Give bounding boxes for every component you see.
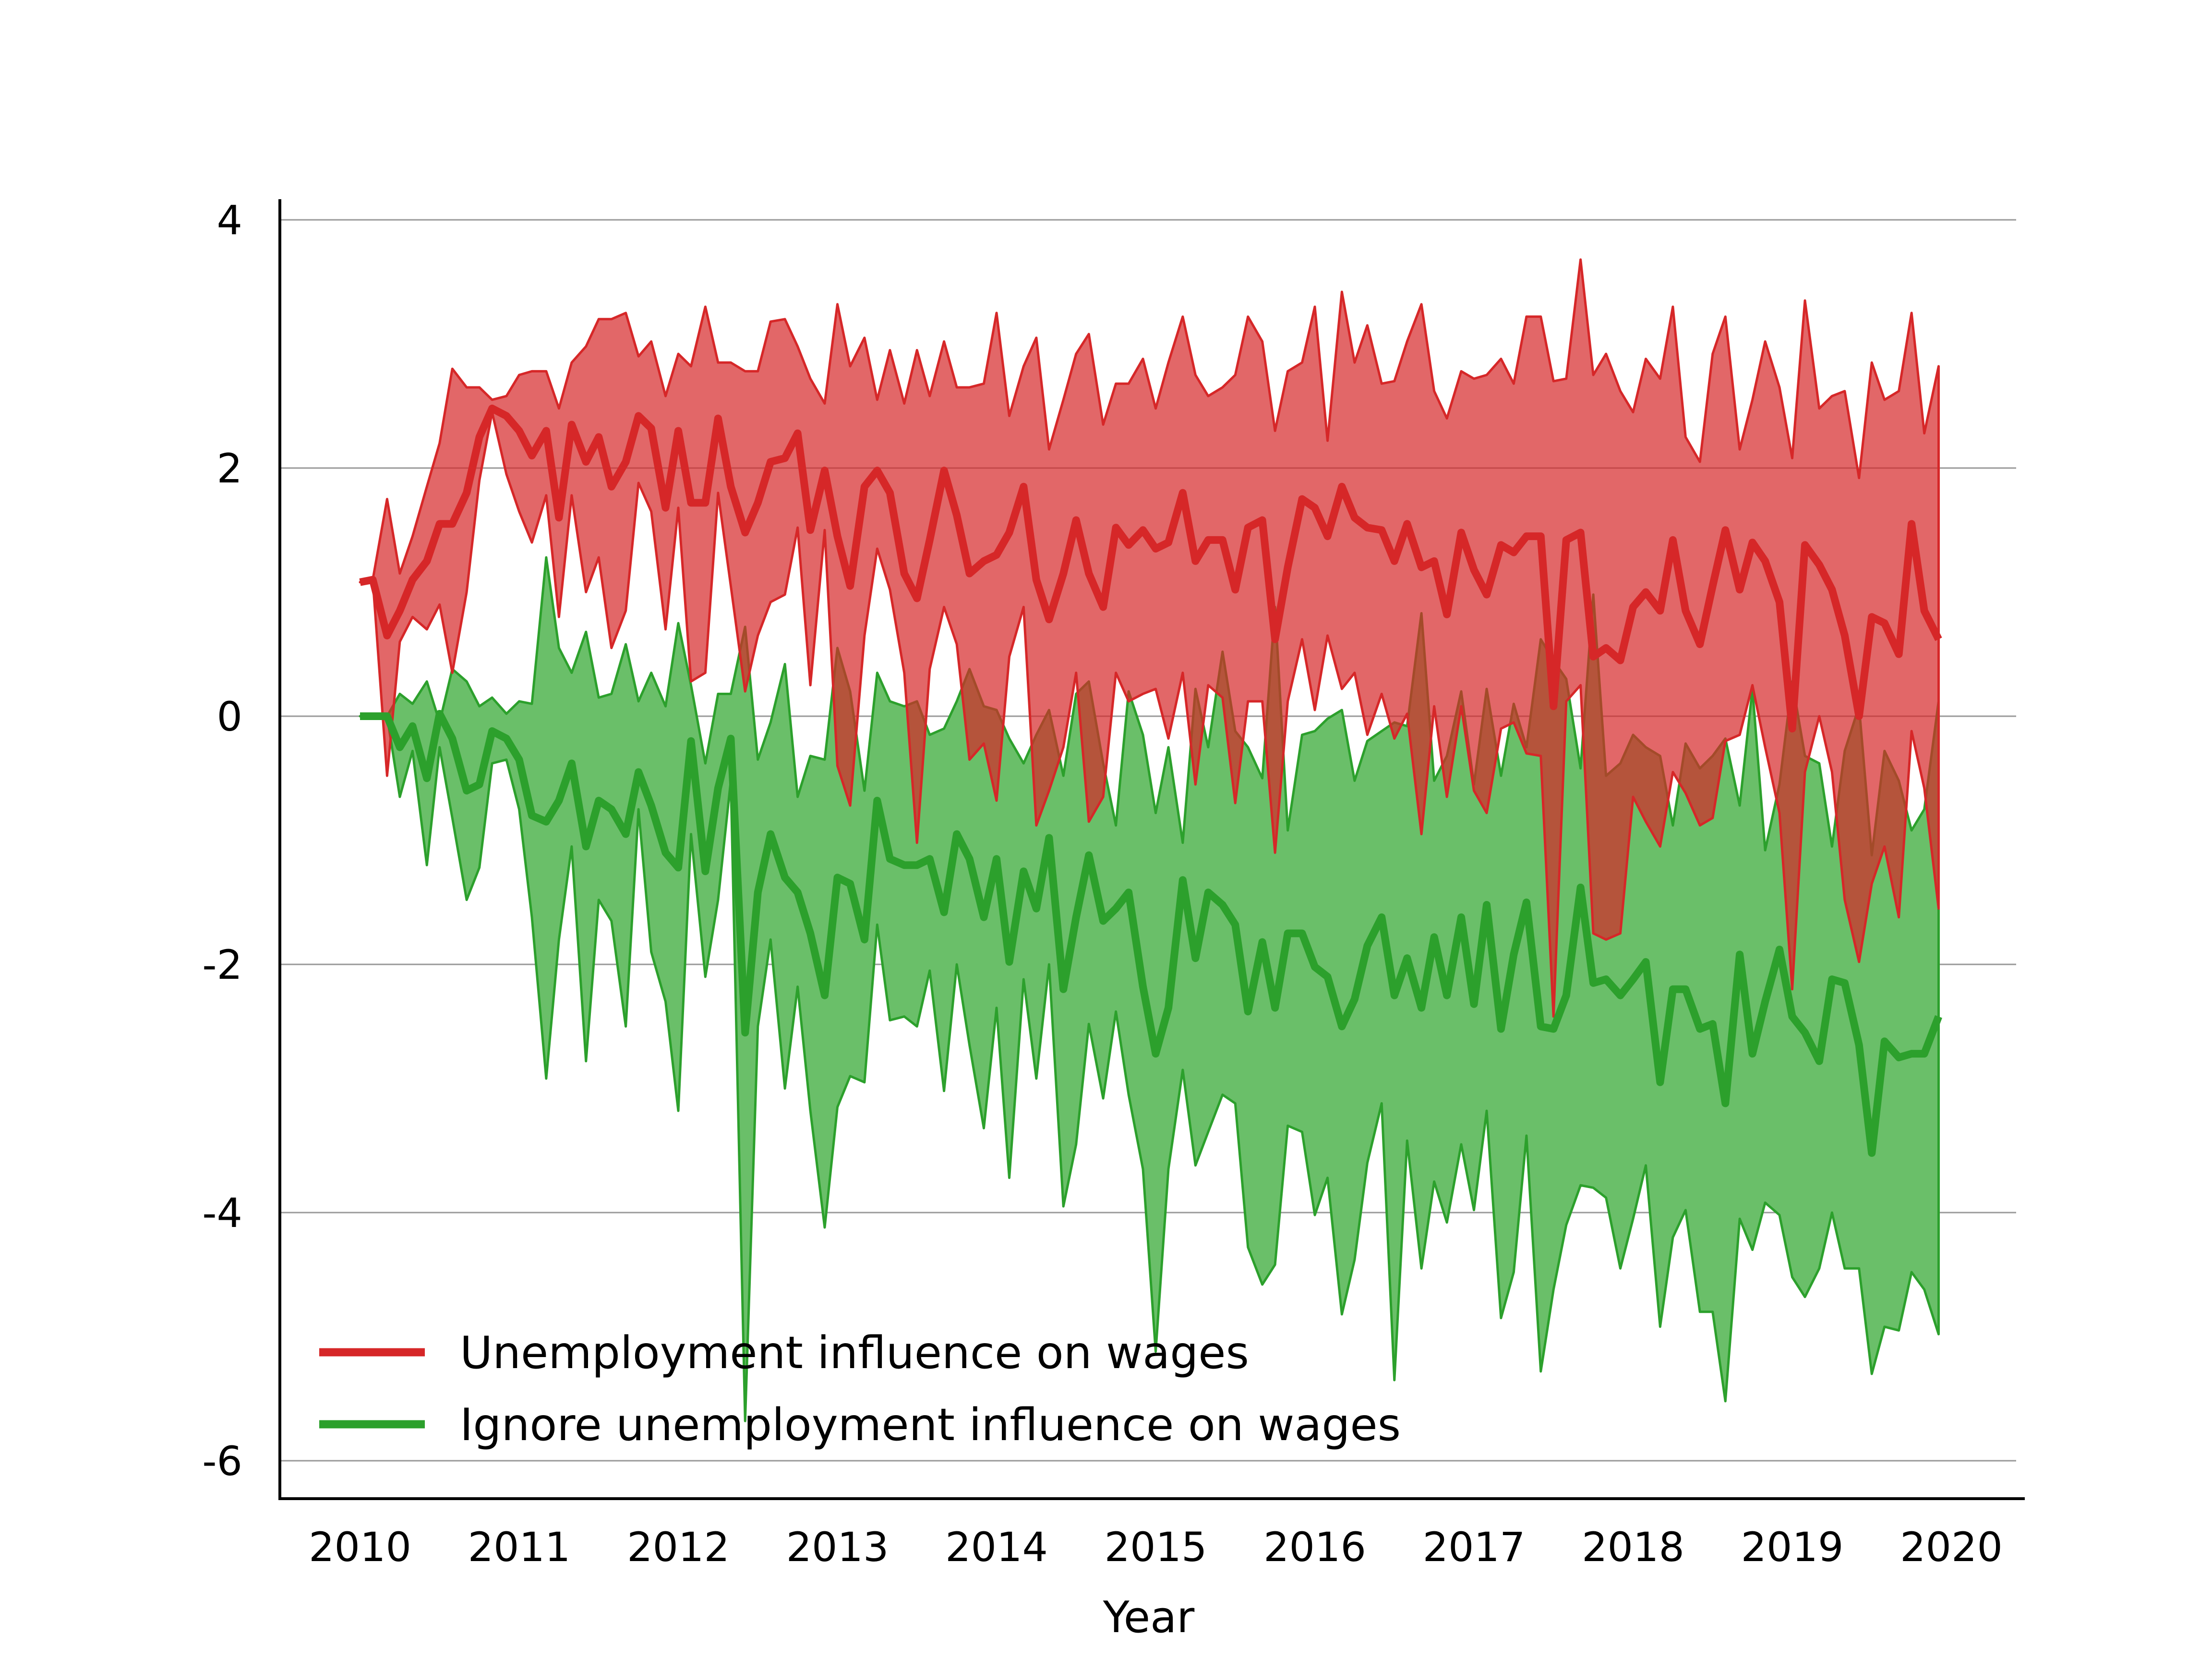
x-tick-label: 2016 xyxy=(1263,1524,1366,1571)
x-tick-label: 2015 xyxy=(1105,1524,1207,1571)
y-tick-label: 0 xyxy=(217,693,242,740)
x-tick-label: 2020 xyxy=(1900,1524,2003,1571)
y-tick-label: -4 xyxy=(202,1190,242,1237)
series-line-ignore-unemployment xyxy=(360,709,1942,1157)
x-tick-labels: 2010 2011 2012 2013 2014 2015 2016 2017 2018 2019… xyxy=(309,1524,2003,1571)
y-tick-label: 4 xyxy=(217,197,242,244)
x-tick-label: 2014 xyxy=(945,1524,1048,1571)
legend-label-ignore: Ignore unemployment influence on wages xyxy=(460,1399,1401,1451)
x-tick-label: 2018 xyxy=(1582,1524,1684,1571)
y-tick-labels: 4 2 0 -2 -4 -6 xyxy=(202,197,242,1485)
x-tick-label: 2017 xyxy=(1423,1524,1526,1571)
legend: Unemployment influence on wages Ignore u… xyxy=(319,1327,1401,1451)
series-line-unemployment xyxy=(359,404,1942,733)
x-tick-label: 2019 xyxy=(1741,1524,1844,1571)
y-tick-label: 2 xyxy=(217,445,242,492)
x-tick-label: 2011 xyxy=(468,1524,571,1571)
y-tick-label: -2 xyxy=(202,941,242,988)
axes xyxy=(278,199,2025,1500)
x-axis-title: Year xyxy=(1103,1592,1195,1643)
x-tick-label: 2012 xyxy=(627,1524,730,1571)
series-lines xyxy=(359,404,1942,1157)
x-tick-label: 2013 xyxy=(786,1524,889,1571)
x-tick-label: 2010 xyxy=(309,1524,411,1571)
legend-label-unemployment: Unemployment influence on wages xyxy=(460,1327,1249,1379)
y-tick-label: -6 xyxy=(202,1438,242,1485)
